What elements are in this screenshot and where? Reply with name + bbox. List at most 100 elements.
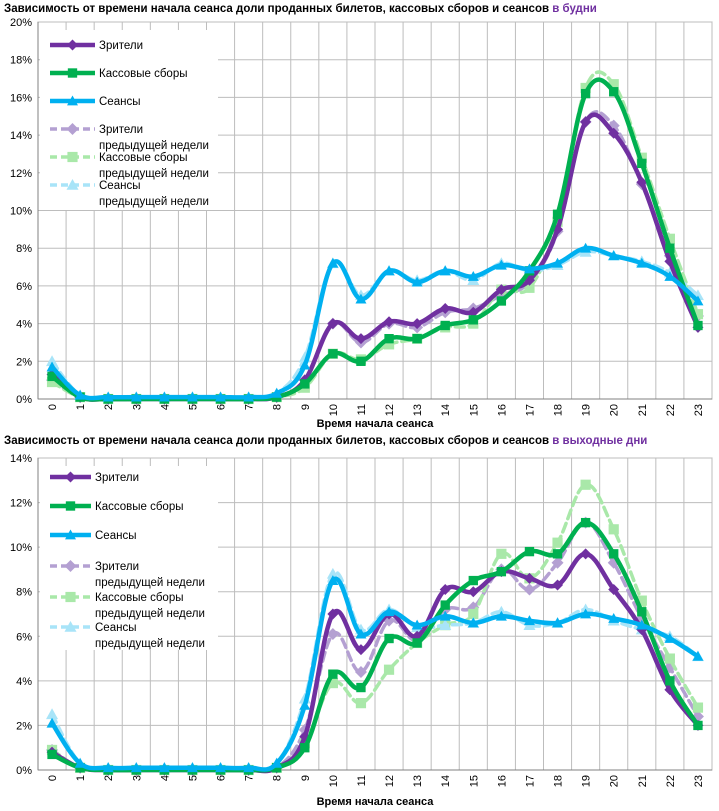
data-point: [327, 677, 338, 689]
x-tick-label: 8: [272, 404, 284, 410]
data-point: [439, 303, 451, 315]
legend-label-line: предыдущей недели: [95, 608, 205, 620]
y-tick-label: 4%: [16, 319, 32, 331]
data-point: [384, 334, 394, 344]
data-point: [186, 391, 198, 402]
x-tick-label: 13: [412, 775, 424, 787]
data-point: [355, 293, 367, 304]
data-point: [524, 546, 535, 557]
x-tick-label: 19: [581, 404, 593, 416]
data-point: [580, 479, 591, 490]
data-point: [692, 295, 704, 306]
y-tick-label: 14%: [10, 453, 32, 465]
series-3: [46, 242, 704, 402]
legend-label-line: Кассовые сборы: [99, 152, 187, 164]
data-point: [186, 762, 198, 773]
data-point: [664, 270, 676, 281]
data-point: [383, 606, 395, 617]
x-tick-label: 5: [187, 404, 199, 410]
y-tick-label: 6%: [16, 281, 32, 293]
legend-label: Сеансы предыдущей недели: [99, 180, 209, 208]
data-point: [46, 376, 58, 388]
data-point: [355, 333, 367, 345]
data-point: [608, 612, 620, 623]
legend-label-line: Зрители: [99, 124, 143, 136]
data-point: [412, 334, 422, 344]
y-tick-label: 12%: [10, 498, 32, 510]
x-tick-label: 8: [272, 775, 284, 781]
data-point: [636, 619, 648, 630]
legend-label-line: предыдущей недели: [95, 577, 205, 589]
y-tick-label: 4%: [16, 676, 32, 688]
data-point: [411, 318, 423, 330]
data-point: [74, 389, 86, 400]
x-tick-label: 2: [103, 775, 115, 781]
weekend-chart: Зависимость от времени начала сеанса дол…: [4, 435, 713, 808]
data-point: [328, 669, 338, 679]
x-tick-label: 2: [103, 404, 115, 410]
data-point: [272, 763, 282, 773]
legend: Зрители Кассовые сборы Сеансы Зрители предыд…: [40, 30, 218, 210]
legend-marker: [65, 471, 76, 483]
x-tick-label: 7: [244, 404, 256, 410]
legend-label-line: Сеансы: [95, 622, 136, 634]
data-point: [552, 617, 564, 628]
data-point: [468, 608, 479, 620]
data-point: [580, 116, 592, 128]
y-tick-label: 8%: [16, 587, 32, 599]
x-tick-label: 21: [637, 775, 649, 787]
data-point: [356, 682, 366, 693]
x-tick-label: 7: [244, 775, 256, 781]
data-point: [439, 619, 452, 630]
legend-box: [40, 30, 218, 210]
data-point: [468, 315, 478, 325]
data-point: [636, 257, 648, 268]
y-tick-label: 8%: [16, 243, 32, 255]
data-point: [523, 572, 535, 584]
data-point: [243, 762, 255, 773]
legend-label: Кассовые сборы предыдущей недели: [99, 152, 209, 180]
data-point: [496, 296, 507, 306]
x-tick-label: 15: [468, 404, 480, 416]
legend-box: [40, 466, 218, 650]
legend-label: Зрители предыдущей недели: [95, 561, 205, 589]
data-point: [523, 615, 535, 626]
x-tick-label: 23: [693, 775, 705, 787]
data-point: [271, 757, 283, 768]
data-point: [637, 607, 647, 617]
data-point: [243, 391, 255, 402]
data-point: [664, 255, 676, 267]
data-point: [299, 359, 311, 370]
y-tick-label: 18%: [10, 55, 32, 67]
x-tick-label: 5: [187, 775, 199, 781]
data-point: [664, 233, 675, 244]
x-tick-label: 10: [328, 775, 340, 787]
data-point: [495, 259, 507, 270]
data-point: [467, 586, 479, 598]
x-tick-label: 0: [47, 404, 59, 410]
data-point: [383, 339, 395, 350]
data-point: [355, 644, 367, 656]
x-tick-label: 20: [609, 404, 621, 416]
x-tick-label: 6: [216, 775, 228, 781]
chart-title-main: Зависимость от времени начала сеанса дол…: [4, 435, 552, 447]
y-tick-label: 10%: [10, 206, 32, 218]
legend-marker: [65, 501, 76, 511]
data-point: [355, 698, 367, 709]
data-point: [46, 355, 59, 367]
legend-label-line: предыдущей недели: [99, 168, 209, 180]
chart-title-main: Зависимость от времени начала сеанса дол…: [4, 3, 552, 15]
legend-marker: [65, 591, 76, 603]
x-tick-label: 13: [412, 404, 424, 416]
data-point: [608, 524, 619, 535]
x-tick-label: 22: [665, 775, 677, 787]
data-point: [47, 749, 57, 760]
legend-label: Зрители: [99, 40, 143, 52]
data-point: [692, 702, 704, 713]
x-tick-label: 11: [356, 404, 368, 415]
legend-marker: [66, 123, 79, 135]
x-tick-label: 17: [524, 404, 536, 416]
data-point: [467, 617, 479, 628]
data-point: [75, 763, 85, 773]
x-tick-label: 4: [159, 404, 171, 410]
